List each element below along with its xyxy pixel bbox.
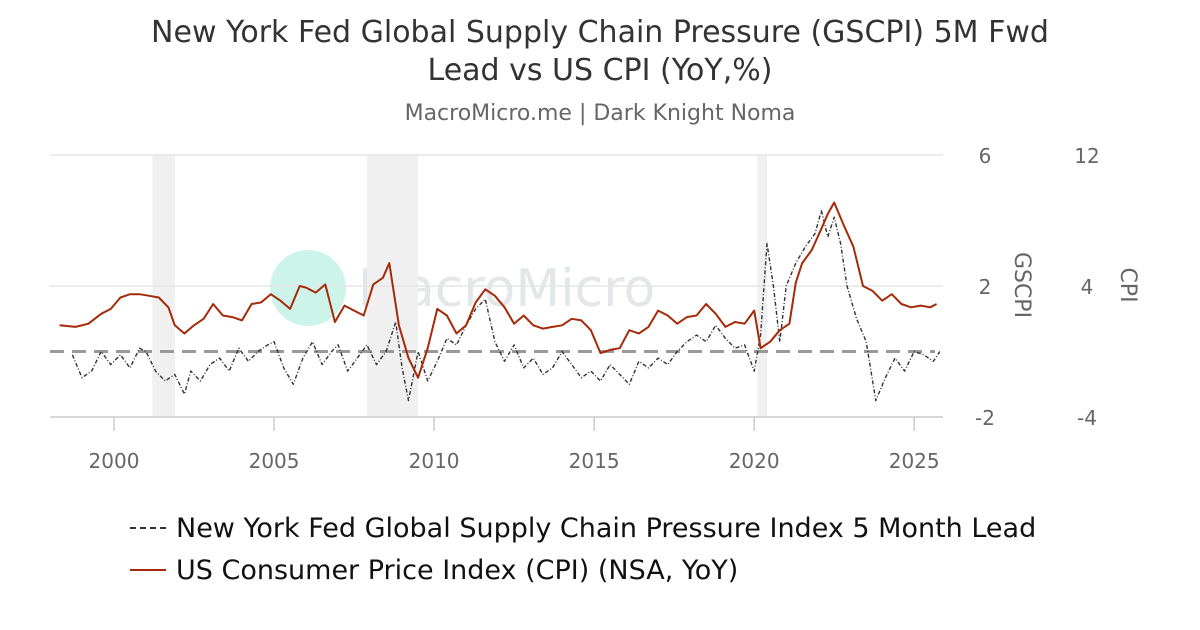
y-left-axis-label: GSCPI [1009,252,1034,318]
chart-title-line1: New York Fed Global Supply Chain Pressur… [151,15,1049,50]
x-tick-label: 2025 [889,449,940,473]
legend-label-gscpi: New York Fed Global Supply Chain Pressur… [176,512,1037,544]
legend-label-cpi: US Consumer Price Index (CPI) (NSA, YoY) [176,554,739,586]
y-right-tick-label: -4 [1077,406,1097,430]
series-line-1 [59,201,938,379]
series-lines [59,201,941,402]
x-axis-ticks: 2000 2005 2010 2015 2020 2025 [89,417,940,473]
y-axis-ticks: 6 2 -2 12 4 -4 [975,144,1100,430]
chart-title-line2: Lead vs US CPI (YoY,%) [427,53,773,88]
x-tick-label: 2020 [729,449,780,473]
gridlines [50,154,943,418]
x-tick-label: 2000 [89,449,140,473]
y-right-tick-label: 4 [1081,275,1094,299]
y-left-tick-label: 6 [979,144,992,168]
y-left-tick-label: 2 [979,275,992,299]
series-line-0 [71,209,941,402]
x-tick-label: 2005 [249,449,300,473]
x-tick-label: 2015 [569,449,620,473]
x-tick-label: 2010 [409,449,460,473]
y-right-tick-label: 12 [1074,144,1099,168]
y-right-axis-label: CPI [1115,267,1140,302]
chart-subtitle: MacroMicro.me | Dark Knight Noma [404,101,796,126]
legend-swatch-gscpi [130,527,166,529]
chart-legend: New York Fed Global Supply Chain Pressur… [130,507,1036,591]
y-left-tick-label: -2 [975,406,995,430]
legend-item-gscpi[interactable]: New York Fed Global Supply Chain Pressur… [130,507,1036,549]
legend-item-cpi[interactable]: US Consumer Price Index (CPI) (NSA, YoY) [130,549,1036,591]
chart-title: New York Fed Global Supply Chain Pressur… [0,14,1200,90]
legend-swatch-cpi [130,569,166,571]
